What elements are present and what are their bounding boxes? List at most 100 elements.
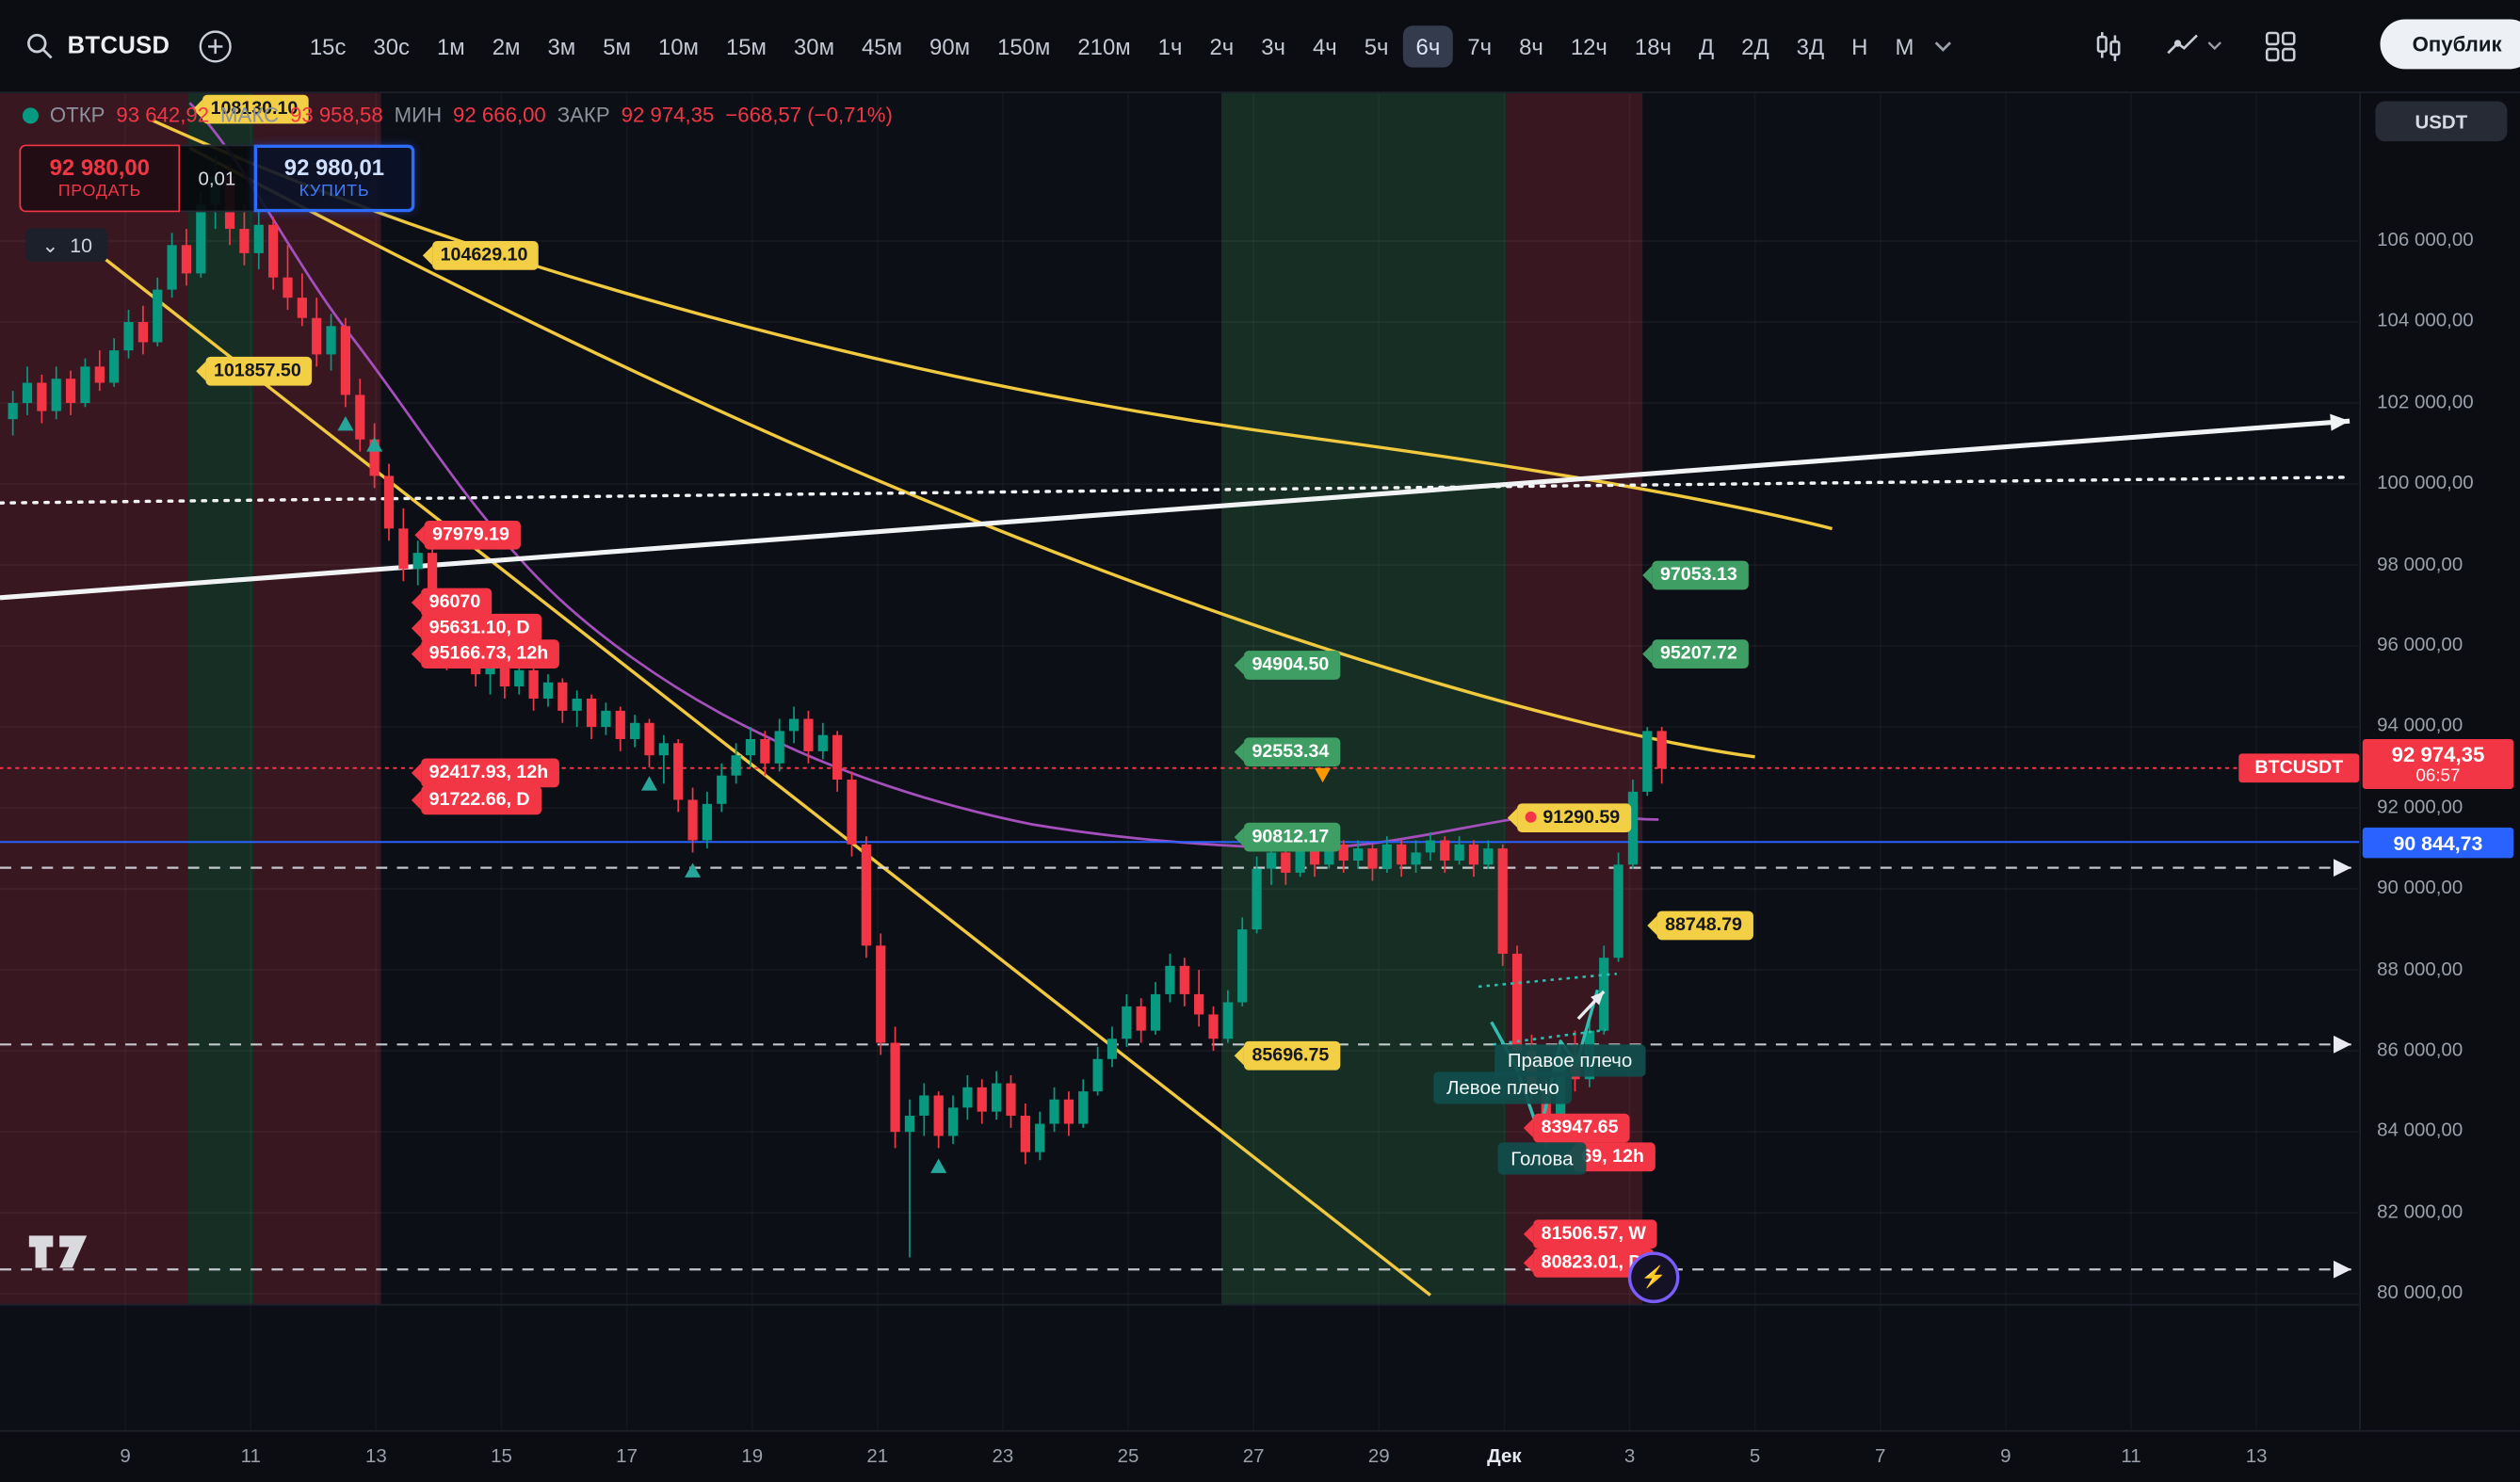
interval-1м[interactable]: 1м [436,32,465,59]
close-value: 92 974,35 [621,103,715,127]
tradingview-logo-icon[interactable] [28,1231,88,1281]
interval-30с[interactable]: 30с [373,32,410,59]
ohlc-legend: ОТКР 93 642,92 МАКС 93 958,58 МИН 92 666… [22,103,893,127]
sell-price: 92 980,00 [49,153,150,180]
symbol-status-dot[interactable] [22,106,39,123]
price-axis-label: 80 000,00 [2377,1281,2463,1304]
interval-15м[interactable]: 15м [725,32,767,59]
interval-3ч[interactable]: 3ч [1261,32,1285,59]
quick-trade-lightning-icon[interactable]: ⚡ [1627,1251,1680,1304]
interval-18ч[interactable]: 18ч [1634,32,1672,59]
time-axis-label: Дек [1487,1444,1522,1468]
chart-tools [2092,30,2297,62]
price-axis-label: 84 000,00 [2377,1119,2463,1142]
interval-90м[interactable]: 90м [929,32,971,59]
search-icon[interactable] [25,32,53,59]
price-axis-label: 88 000,00 [2377,957,2463,980]
price-axis-label: 94 000,00 [2377,714,2463,737]
currency-toggle-button[interactable]: USDT [2375,101,2508,142]
time-axis-label: 11 [240,1444,261,1468]
sell-button[interactable]: 92 980,00 ПРОДАТЬ [19,144,181,213]
close-label: ЗАКР [557,103,610,127]
time-axis[interactable]: 9 11 13 15 17 19 21 23 25 27 29 Дек 3 5 7 9 11 13 [0,1429,2520,1482]
interval-М[interactable]: М [1895,32,1914,59]
interval-10м[interactable]: 10м [657,32,699,59]
interval-6ч[interactable]: 6ч [1402,24,1453,67]
time-axis-label: 29 [1367,1444,1390,1468]
interval-Д[interactable]: Д [1698,32,1715,59]
price-axis-label: 104 000,00 [2377,309,2474,332]
buy-button[interactable]: 92 980,01 КУПИТЬ [253,144,415,213]
last-price-value: 92 974,35 [2391,742,2485,767]
time-axis-label: 3 [1623,1444,1636,1468]
interval-2м[interactable]: 2м [492,32,521,59]
top-toolbar: BTCUSD 15с 30с 1м 2м 3м 5м 10м 15м 30м 45м 90м 150м… [0,0,2520,93]
interval-1ч[interactable]: 1ч [1157,32,1183,59]
interval-150м[interactable]: 150м [997,32,1051,59]
bar-countdown: 06:57 [2415,766,2461,786]
interval-4ч[interactable]: 4ч [1312,32,1337,59]
interval-12ч[interactable]: 12ч [1570,32,1607,59]
price-axis-label: 82 000,00 [2377,1200,2463,1223]
price-axis-label: 102 000,00 [2377,390,2474,413]
time-axis-label: 21 [866,1444,889,1468]
high-value: 93 958,58 [289,103,383,127]
symbol-price-label: BTCUSDT [2238,753,2360,783]
time-axis-label: 19 [741,1444,764,1468]
symbol-title[interactable]: BTCUSD [67,32,170,60]
time-axis-label: 23 [992,1444,1014,1468]
interval-buttons: 15с 30с 1м 2м 3м 5м 10м 15м 30м 45м 90м 150м 210м 1ч 2… [297,24,1927,67]
interval-15с[interactable]: 15с [309,32,347,59]
interval-7ч[interactable]: 7ч [1467,32,1493,59]
indicators-icon[interactable] [2167,30,2223,62]
depth-selector[interactable]: ⌄ 10 [25,228,109,263]
last-price-tag: 92 974,35 06:57 [2362,739,2514,789]
time-axis-label: 5 [1749,1444,1761,1468]
buy-price: 92 980,01 [283,153,385,180]
trade-buttons: 92 980,00 ПРОДАТЬ 0,01 92 980,01 КУПИТЬ [19,144,415,213]
interval-2Д[interactable]: 2Д [1741,32,1769,59]
time-axis-label: 15 [491,1444,512,1468]
interval-2ч[interactable]: 2ч [1209,32,1235,59]
interval-8ч[interactable]: 8ч [1519,32,1543,59]
intervals-chevron-icon[interactable] [1933,40,1952,53]
publish-button[interactable]: Опублик [2380,19,2520,70]
change-value: −668,57 (−0,71%) [725,103,893,127]
interval-3м[interactable]: 3м [547,32,576,59]
low-label: МИН [394,103,443,127]
price-axis-label: 98 000,00 [2377,552,2463,575]
interval-Н[interactable]: Н [1851,32,1868,59]
price-axis-label: 92 000,00 [2377,795,2463,818]
layout-grid-icon[interactable] [2265,30,2297,62]
interval-30м[interactable]: 30м [793,32,835,59]
low-value: 92 666,00 [453,103,546,127]
open-label: ОТКР [49,103,105,127]
time-axis-label: 13 [364,1444,387,1468]
time-axis-label: 17 [616,1444,638,1468]
interval-210м[interactable]: 210м [1077,32,1131,59]
time-axis-label: 25 [1117,1444,1139,1468]
depth-value: 10 [70,234,92,257]
symbol-cluster: BTCUSD [0,28,233,64]
price-axis-label: 96 000,00 [2377,633,2463,656]
chart-canvas[interactable] [0,0,2360,1482]
time-axis-label: 9 [120,1444,131,1468]
price-axis-label: 100 000,00 [2377,471,2474,494]
interval-5м[interactable]: 5м [603,32,631,59]
price-axis-label: 86 000,00 [2377,1038,2463,1061]
bid-price-tag: 90 844,73 [2362,827,2514,859]
interval-5ч[interactable]: 5ч [1364,32,1389,59]
chevron-down-icon: ⌄ [41,234,59,258]
candles-style-icon[interactable] [2092,30,2124,62]
interval-3Д[interactable]: 3Д [1796,32,1825,59]
time-axis-label: 7 [1875,1444,1886,1468]
add-symbol-icon[interactable] [197,28,233,64]
interval-45м[interactable]: 45м [862,32,903,59]
time-axis-label: 27 [1242,1444,1265,1468]
spread-value: 0,01 [180,144,254,213]
high-label: МАКС [220,103,280,127]
time-axis-label: 13 [2245,1444,2268,1468]
time-axis-label: 9 [2000,1444,2011,1468]
price-axis-label: 90 000,00 [2377,876,2463,899]
